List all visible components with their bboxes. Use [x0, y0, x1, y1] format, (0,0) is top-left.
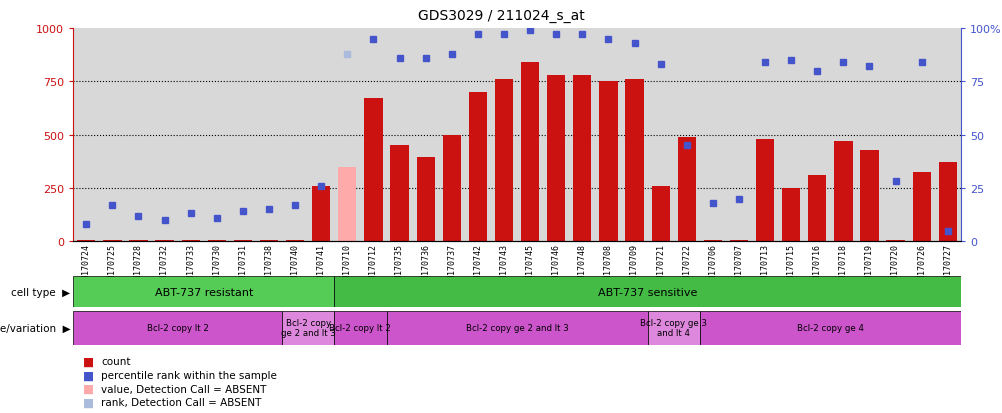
Bar: [520, 63, 539, 242]
Text: ■: ■: [83, 368, 94, 382]
Bar: [468, 93, 487, 242]
Text: Bcl-2 copy lt 2: Bcl-2 copy lt 2: [146, 323, 208, 332]
Bar: [334, 311, 386, 345]
Bar: [651, 186, 669, 242]
Bar: [625, 80, 643, 242]
Text: Bcl-2 copy ge 3
and lt 4: Bcl-2 copy ge 3 and lt 4: [639, 318, 706, 337]
Bar: [338, 167, 356, 242]
Bar: [860, 150, 878, 242]
Text: rank, Detection Call = ABSENT: rank, Detection Call = ABSENT: [101, 397, 262, 407]
Bar: [572, 76, 591, 242]
Text: ■: ■: [83, 382, 94, 395]
Text: genotype/variation  ▶: genotype/variation ▶: [0, 323, 70, 333]
Bar: [912, 173, 930, 242]
Text: ■: ■: [83, 355, 94, 368]
Bar: [260, 241, 278, 242]
Bar: [699, 311, 960, 345]
Bar: [155, 241, 173, 242]
Bar: [756, 140, 774, 242]
Bar: [282, 311, 334, 345]
Bar: [73, 311, 282, 345]
Bar: [938, 163, 956, 242]
Bar: [416, 158, 435, 242]
Bar: [834, 142, 852, 242]
Bar: [286, 241, 304, 242]
Bar: [103, 241, 121, 242]
Text: Bcl-2 copy ge 4: Bcl-2 copy ge 4: [796, 323, 863, 332]
Bar: [233, 241, 252, 242]
Bar: [386, 311, 647, 345]
Bar: [782, 188, 800, 242]
Text: Bcl-2 copy lt 2: Bcl-2 copy lt 2: [329, 323, 391, 332]
Text: Bcl-2 copy ge 2 and lt 3: Bcl-2 copy ge 2 and lt 3: [465, 323, 568, 332]
Text: ABT-737 sensitive: ABT-737 sensitive: [597, 287, 696, 297]
Text: value, Detection Call = ABSENT: value, Detection Call = ABSENT: [101, 384, 267, 394]
Bar: [207, 241, 225, 242]
Text: Bcl-2 copy
ge 2 and lt 3: Bcl-2 copy ge 2 and lt 3: [281, 318, 336, 337]
Text: cell type  ▶: cell type ▶: [11, 287, 70, 297]
Bar: [886, 241, 904, 242]
Bar: [129, 241, 147, 242]
Bar: [729, 241, 747, 242]
Text: percentile rank within the sample: percentile rank within the sample: [101, 370, 277, 380]
Bar: [390, 146, 408, 242]
Bar: [334, 277, 960, 308]
Bar: [73, 277, 334, 308]
Bar: [647, 311, 699, 345]
Bar: [677, 138, 695, 242]
Text: GDS3029 / 211024_s_at: GDS3029 / 211024_s_at: [418, 9, 584, 23]
Bar: [703, 241, 721, 242]
Bar: [312, 186, 330, 242]
Bar: [598, 82, 617, 242]
Bar: [181, 241, 199, 242]
Bar: [442, 135, 461, 242]
Text: count: count: [101, 356, 130, 366]
Text: ■: ■: [83, 396, 94, 409]
Bar: [364, 99, 382, 242]
Bar: [77, 241, 95, 242]
Text: ABT-737 resistant: ABT-737 resistant: [154, 287, 253, 297]
Bar: [546, 76, 565, 242]
Bar: [808, 176, 826, 242]
Bar: [494, 80, 513, 242]
